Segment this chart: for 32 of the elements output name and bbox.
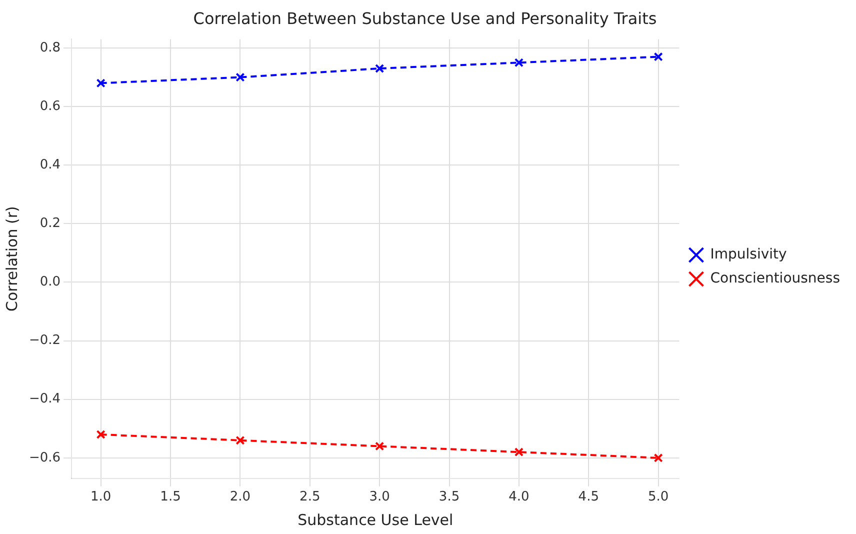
x-tick-label: 1.5	[160, 490, 181, 505]
y-tick-label: −0.6	[28, 450, 61, 466]
legend-label: Impulsivity	[710, 246, 787, 263]
point	[96, 430, 106, 440]
y-tick-label: 0.6	[40, 98, 61, 114]
y-tick-label: 0.2	[40, 216, 61, 232]
x-tick-label: 3.0	[369, 490, 390, 505]
x-tick-label: 4.5	[578, 490, 599, 505]
point	[514, 58, 524, 68]
x-tick-label: 2.5	[300, 490, 320, 505]
point	[236, 72, 245, 82]
y-tick-label: 0.4	[40, 157, 61, 172]
x-tick-label: 3.5	[438, 490, 460, 505]
legend-label: Conscientiousness	[710, 270, 840, 287]
chart-title: Correlation Between Substance Use and Personality Traits	[193, 8, 657, 28]
x-tick-label: 5.0	[648, 490, 669, 505]
y-tick-label: −0.4	[28, 392, 61, 407]
y-tick-label: −0.2	[28, 333, 61, 348]
point	[375, 442, 384, 451]
point	[514, 448, 524, 457]
point	[654, 52, 663, 62]
y-tick-label: 0.8	[40, 40, 61, 56]
x-tick-label: 1.0	[90, 490, 112, 505]
point	[236, 436, 245, 445]
y-axis-title: Correlation (r)	[2, 206, 21, 312]
point	[96, 78, 106, 88]
point	[654, 453, 663, 462]
point	[375, 64, 384, 74]
x-tick-label: 2.0	[230, 490, 251, 505]
x-tick-label: 4.0	[508, 490, 530, 505]
y-tick-label: 0.0	[40, 274, 61, 290]
x-axis-title: Substance Use Level	[298, 510, 454, 529]
